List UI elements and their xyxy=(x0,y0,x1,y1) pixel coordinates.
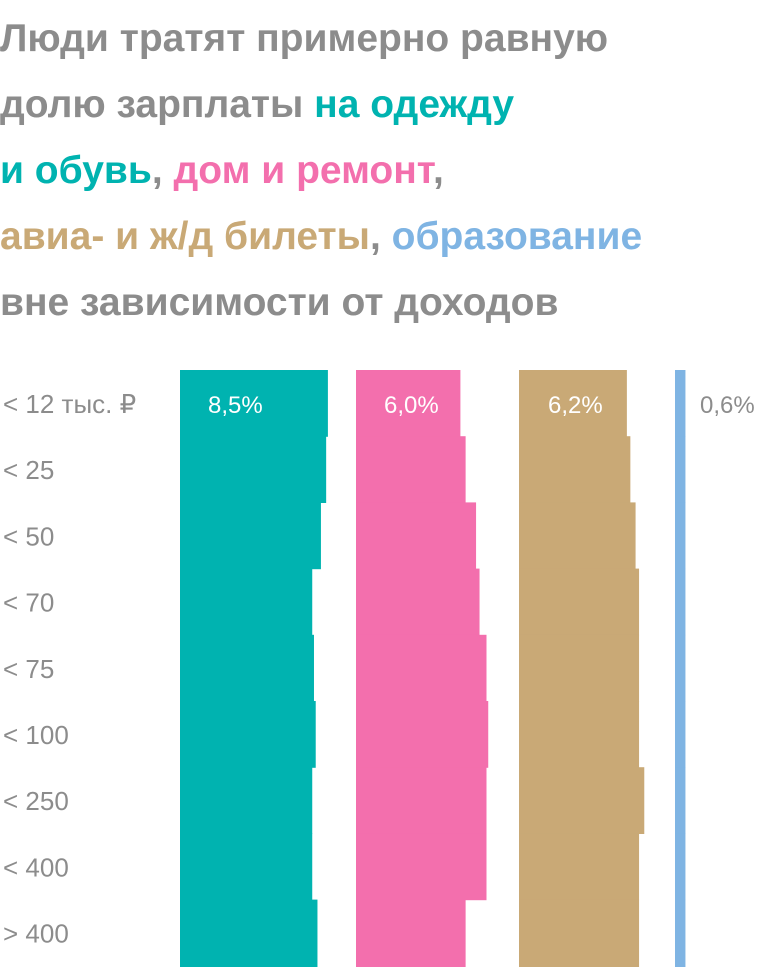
title-line-1: Люди тратят примерно равную xyxy=(0,17,609,60)
bar-travel-4 xyxy=(519,634,640,702)
bar-clothes-5 xyxy=(180,701,316,768)
y-tick-label: < 25 xyxy=(3,455,54,485)
bar-clothes-2 xyxy=(180,502,321,570)
data-label-clothes: 8,5% xyxy=(208,392,263,419)
series-home xyxy=(356,370,489,967)
bar-travel-0 xyxy=(519,370,627,437)
title-clothes: на одежду xyxy=(314,83,515,126)
title-education: образование xyxy=(391,215,643,258)
bar-travel-7 xyxy=(519,833,640,901)
bar-education-6 xyxy=(675,767,686,834)
bar-clothes-0 xyxy=(180,370,328,437)
chart-title: Люди тратят примерно равную долю зарплаты… xyxy=(0,6,768,336)
title-line-5: вне зависимости от доходов xyxy=(0,281,559,324)
y-tick-label: < 250 xyxy=(3,786,69,816)
bar-clothes-1 xyxy=(180,436,327,503)
bar-clothes-6 xyxy=(180,767,313,834)
y-tick-label: < 75 xyxy=(3,654,54,684)
bar-travel-3 xyxy=(519,568,640,636)
title-home: дом и ремонт xyxy=(173,149,433,192)
bar-home-0 xyxy=(356,370,461,437)
title-line-2: долю зарплаты xyxy=(0,83,315,126)
series-clothes xyxy=(180,370,328,967)
data-label-travel: 6,2% xyxy=(548,392,603,419)
title-travel: авиа- и ж/д билеты xyxy=(0,215,370,258)
bar-home-2 xyxy=(356,502,477,570)
bar-education-7 xyxy=(675,833,686,901)
bar-home-8 xyxy=(356,899,466,967)
bar-travel-6 xyxy=(519,767,645,834)
bar-travel-2 xyxy=(519,502,636,570)
bar-education-4 xyxy=(675,634,686,702)
bar-education-5 xyxy=(675,701,686,768)
title-comma-3: , xyxy=(369,215,392,258)
bar-home-1 xyxy=(356,436,466,503)
bar-education-3 xyxy=(675,568,686,636)
bar-home-3 xyxy=(356,568,480,636)
bar-travel-5 xyxy=(519,701,640,768)
series-education xyxy=(675,370,686,967)
data-label-education: 0,6% xyxy=(700,392,755,419)
bar-clothes-3 xyxy=(180,568,313,636)
title-comma-1: , xyxy=(151,149,174,192)
y-tick-label: < 100 xyxy=(3,720,69,750)
title-clothes-cont: и обувь xyxy=(0,149,152,192)
y-tick-label: > 400 xyxy=(3,919,69,949)
y-tick-label: < 70 xyxy=(3,588,54,618)
y-tick-label: < 50 xyxy=(3,521,54,551)
bar-home-6 xyxy=(356,767,487,834)
bar-travel-1 xyxy=(519,436,631,503)
bar-education-8 xyxy=(675,899,686,967)
series-travel xyxy=(519,370,645,967)
bar-clothes-4 xyxy=(180,634,314,702)
bar-home-4 xyxy=(356,634,487,702)
data-label-home: 6,0% xyxy=(384,392,439,419)
bar-clothes-8 xyxy=(180,899,318,967)
y-tick-label: < 400 xyxy=(3,852,69,882)
bar-education-1 xyxy=(675,436,686,503)
bar-education-2 xyxy=(675,502,686,570)
bar-clothes-7 xyxy=(180,833,313,901)
stepped-bar-chart: < 12 тыс. ₽ < 25 < 50 < 70 < 75 < 100 < 250 < 4… xyxy=(3,370,755,967)
bar-travel-8 xyxy=(519,899,640,967)
bar-education-0 xyxy=(675,370,686,437)
y-tick-label: < 12 тыс. ₽ xyxy=(3,389,136,419)
bar-home-7 xyxy=(356,833,487,901)
bar-home-5 xyxy=(356,701,489,768)
title-comma-2: , xyxy=(432,149,444,192)
